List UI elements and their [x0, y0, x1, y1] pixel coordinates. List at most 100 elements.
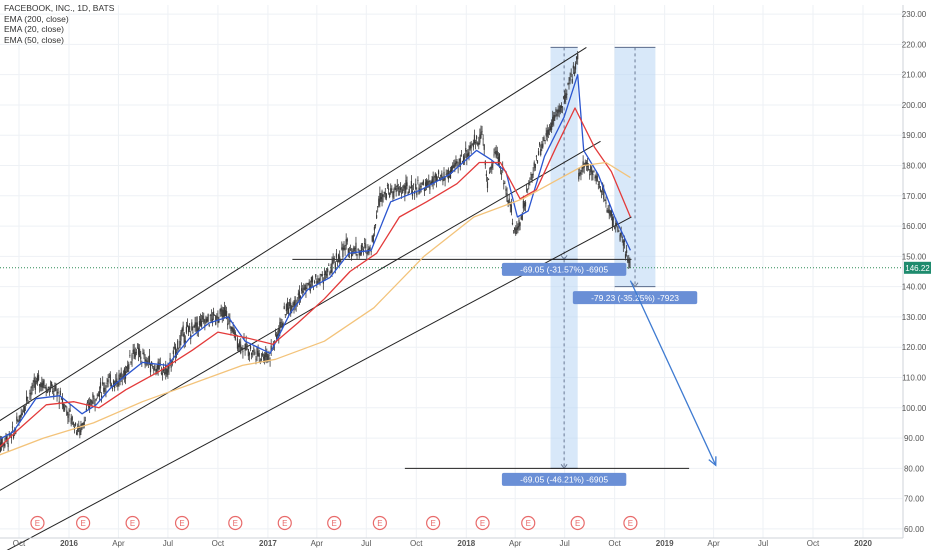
candle-body — [291, 306, 292, 309]
candle — [289, 299, 290, 309]
candle — [589, 169, 590, 180]
candle — [471, 141, 472, 154]
candle-body — [251, 353, 252, 355]
candle-body — [519, 223, 520, 226]
candle-body — [216, 317, 217, 318]
earnings-marker[interactable]: E — [624, 517, 637, 530]
candle-body — [481, 131, 482, 132]
candle — [511, 199, 512, 216]
candle — [423, 179, 424, 185]
candle — [110, 371, 111, 386]
earnings-letter: E — [628, 519, 633, 528]
candle-body — [624, 241, 625, 242]
candle — [180, 330, 181, 345]
candle — [58, 388, 59, 395]
candle-body — [527, 189, 528, 190]
candle-body — [591, 170, 592, 175]
earnings-marker[interactable]: E — [77, 517, 90, 530]
candle-body — [197, 322, 198, 331]
candle-body — [23, 411, 24, 412]
candle-body — [67, 416, 68, 417]
candle-body — [600, 189, 601, 191]
candle-body — [97, 395, 98, 396]
candle — [390, 183, 391, 194]
candle — [306, 283, 307, 289]
candle-body — [413, 184, 414, 185]
channel-line-1[interactable] — [0, 47, 586, 423]
candle-body — [334, 258, 335, 261]
candle-body — [71, 418, 72, 424]
candle-body — [109, 377, 110, 378]
earnings-marker[interactable]: E — [522, 517, 535, 530]
candle-body — [53, 394, 54, 396]
candle — [135, 348, 136, 360]
candle-body — [52, 391, 53, 392]
candle-body — [606, 210, 607, 212]
earnings-marker[interactable]: E — [571, 517, 584, 530]
candle — [437, 176, 438, 180]
candle-body — [91, 401, 92, 406]
candle — [49, 387, 50, 396]
candle-body — [536, 156, 537, 157]
candle-body — [526, 190, 527, 191]
candle-body — [152, 366, 153, 367]
candle — [264, 352, 265, 364]
candle — [536, 155, 537, 161]
earnings-letter: E — [430, 519, 435, 528]
earnings-marker[interactable]: E — [126, 517, 139, 530]
candle — [39, 384, 40, 393]
candle-body — [189, 326, 190, 330]
candle-body — [392, 192, 393, 198]
candle-body — [44, 387, 45, 388]
earnings-marker[interactable]: E — [476, 517, 489, 530]
candle-body — [179, 341, 180, 348]
candle — [347, 238, 348, 245]
candle — [303, 283, 304, 293]
earnings-marker[interactable]: E — [31, 517, 44, 530]
y-tick-label: 80.00 — [904, 464, 925, 473]
candle — [36, 378, 37, 385]
earnings-marker[interactable]: E — [328, 517, 341, 530]
candle — [90, 399, 91, 406]
candle — [308, 283, 309, 286]
candle-body — [491, 164, 492, 168]
candle-body — [298, 293, 299, 294]
candle — [210, 314, 211, 322]
candle — [605, 196, 606, 207]
candle-body — [605, 202, 606, 203]
candle — [546, 128, 547, 141]
candle-body — [144, 359, 145, 365]
candle-body — [302, 291, 303, 293]
earnings-marker[interactable]: E — [427, 517, 440, 530]
measure-label-3[interactable]: -69.05 (-46.21%) -6905 — [502, 473, 626, 486]
candle-body — [173, 350, 174, 354]
measure-label-1[interactable]: -69.05 (-31.57%) -6905 — [502, 263, 626, 276]
candle — [72, 416, 73, 425]
candle-body — [306, 288, 307, 289]
measure-label-3-text: -69.05 (-46.21%) -6905 — [520, 475, 608, 485]
candle — [543, 136, 544, 142]
candle — [286, 303, 287, 315]
candle — [183, 322, 184, 337]
earnings-marker[interactable]: E — [176, 517, 189, 530]
candle — [489, 167, 490, 174]
candle — [464, 153, 465, 165]
candle-body — [62, 399, 63, 406]
earnings-marker[interactable]: E — [373, 517, 386, 530]
x-tick-label: Jul — [361, 539, 371, 548]
candle — [143, 349, 144, 359]
ema-line-200[interactable] — [0, 163, 630, 457]
candle — [67, 412, 68, 424]
candle-body — [346, 239, 347, 245]
y-tick-label: 140.00 — [902, 283, 927, 292]
earnings-marker[interactable]: E — [278, 517, 291, 530]
candle-body — [61, 398, 62, 399]
candle-body — [559, 110, 560, 112]
measure-label-2[interactable]: -79.23 (-35.25%) -7923 — [573, 291, 697, 304]
candle-body — [384, 192, 385, 194]
candle-body — [355, 243, 356, 252]
candle-body — [503, 183, 504, 184]
earnings-marker[interactable]: E — [229, 517, 242, 530]
